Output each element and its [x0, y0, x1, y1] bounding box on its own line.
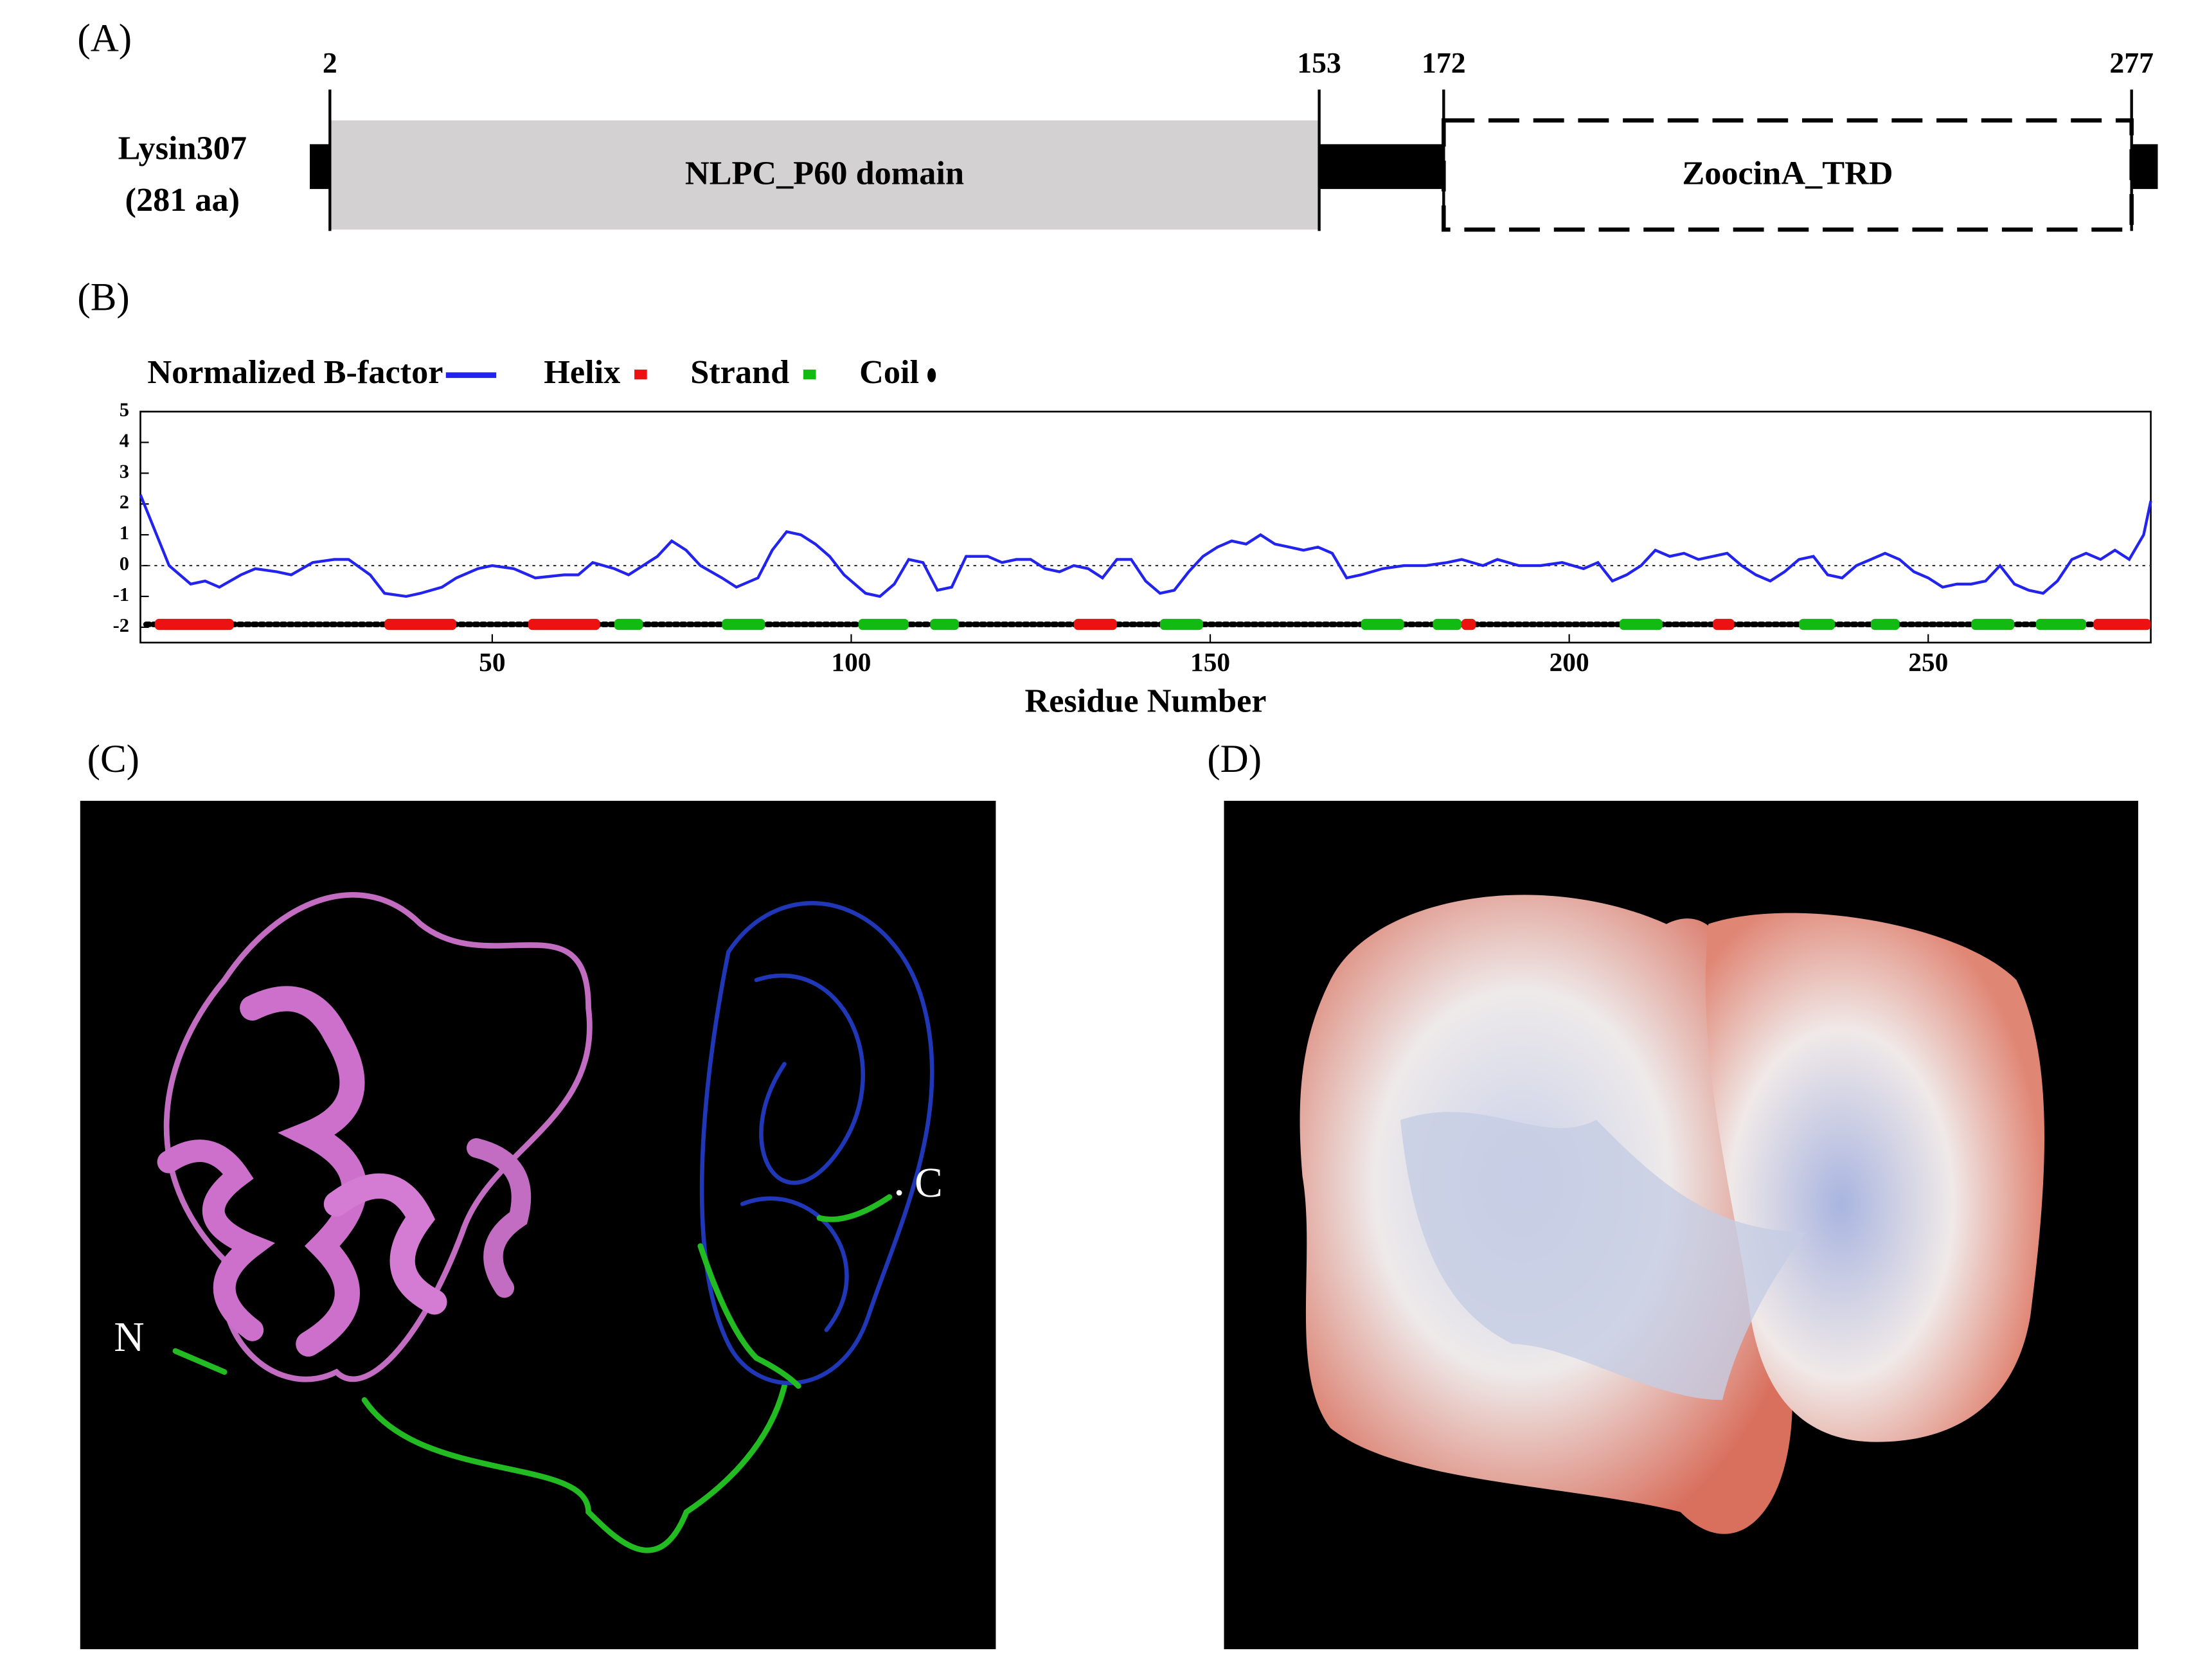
- structure-segment: [528, 618, 600, 630]
- structure-segment: [1159, 618, 1203, 630]
- legend-label: Normalized B-factor: [147, 353, 443, 391]
- structure-segment: [1713, 618, 1735, 630]
- domain-name: NLPC_P60 domain: [685, 154, 964, 192]
- terminus-label: N: [114, 1314, 144, 1361]
- legend-label: Strand: [690, 353, 789, 391]
- panel-label: (D): [1207, 738, 1262, 781]
- structure-segment: [858, 618, 909, 630]
- terminus-dot: [896, 1190, 902, 1196]
- plot-frame: [139, 411, 2152, 644]
- domain-position: 172: [1422, 46, 1466, 79]
- y-tick-label: 0: [120, 553, 129, 575]
- structure-segment: [1971, 618, 2015, 630]
- domain-position: 277: [2109, 46, 2154, 79]
- legend-swatch: [634, 370, 647, 380]
- x-tick-label: 150: [1190, 647, 1230, 677]
- structure-segment: [2035, 618, 2087, 630]
- structure-segment: [1361, 618, 1404, 630]
- domain-name: ZoocinA_TRD: [1682, 154, 1893, 192]
- panel-label: (A): [77, 17, 132, 60]
- x-tick-label: 250: [1908, 647, 1948, 677]
- structure-segment: [1433, 618, 1462, 630]
- domain-position: 153: [1297, 46, 1341, 79]
- cartoon-decor: [157, 892, 934, 1553]
- legend-label: Coil: [859, 353, 919, 391]
- panel-label: (C): [87, 738, 139, 781]
- legend-swatch: [927, 368, 936, 382]
- x-tick-label: 50: [479, 647, 505, 677]
- structure-segment: [384, 618, 457, 630]
- y-tick-label: 1: [120, 522, 129, 544]
- structure-segment: [2093, 618, 2151, 630]
- structure-segment: [1799, 618, 1835, 630]
- structure-segment: [1619, 618, 1663, 630]
- y-tick-label: 4: [120, 429, 129, 451]
- domain-box: [330, 120, 1319, 230]
- y-tick-label: -2: [113, 614, 129, 636]
- structure-segment: [722, 618, 765, 630]
- domain-box: [1442, 118, 2134, 232]
- y-tick-label: -1: [113, 584, 129, 605]
- protein-name: Lysin307: [118, 129, 247, 166]
- structure-segment: [1870, 618, 1900, 630]
- structure-segment: [1073, 618, 1117, 630]
- terminus-label: C: [915, 1160, 943, 1206]
- structure-segment: [1461, 618, 1476, 630]
- legend-swatch: [803, 370, 816, 380]
- protein-length: (281 aa): [125, 181, 240, 219]
- legend-label: Helix: [544, 353, 620, 391]
- structure-segment: [614, 618, 643, 630]
- y-tick-label: 3: [120, 460, 129, 482]
- x-axis-label: Residue Number: [1024, 683, 1266, 720]
- y-tick-label: 5: [120, 398, 129, 420]
- x-tick-label: 100: [831, 647, 871, 677]
- y-tick-label: 2: [120, 491, 129, 513]
- structure-segment: [154, 618, 234, 630]
- b-factor-line: [139, 494, 2152, 598]
- x-tick-label: 200: [1550, 647, 1589, 677]
- structure-segment: [930, 618, 960, 630]
- panel-label: (B): [77, 276, 129, 319]
- domain-position: 2: [323, 46, 337, 79]
- surface-decor: [1300, 895, 2044, 1534]
